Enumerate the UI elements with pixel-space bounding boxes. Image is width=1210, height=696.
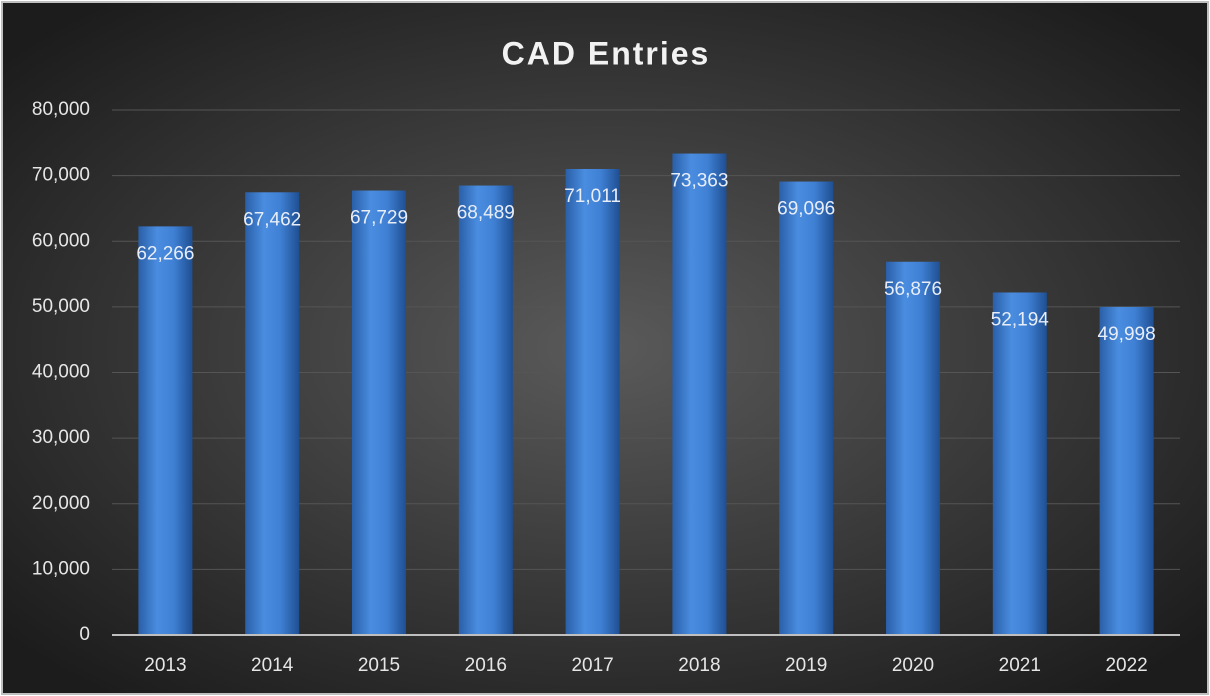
y-tick-label: 30,000	[32, 427, 90, 448]
x-tick-label: 2019	[785, 655, 827, 676]
x-tick-label: 2014	[251, 655, 294, 676]
x-tick-label: 2020	[892, 655, 934, 676]
x-tick-label: 2016	[465, 655, 507, 676]
data-label: 49,998	[1098, 324, 1156, 345]
y-tick-label: 0	[79, 624, 90, 645]
x-tick-label: 2021	[999, 655, 1041, 676]
data-label: 56,876	[884, 279, 942, 300]
bar	[672, 153, 727, 636]
data-label: 71,011	[564, 186, 621, 207]
bar	[886, 261, 940, 635]
data-label: 68,489	[457, 203, 515, 224]
data-label: 73,363	[670, 171, 728, 192]
bar	[565, 168, 620, 636]
x-tick-label: 2017	[571, 655, 613, 676]
chart-title: CAD Entries	[502, 35, 711, 71]
y-tick-label: 40,000	[32, 362, 90, 383]
bar	[352, 190, 406, 635]
bar	[458, 185, 513, 635]
bar	[245, 192, 300, 635]
y-tick-label: 20,000	[32, 493, 90, 514]
bar	[779, 181, 834, 635]
x-tick-label: 2018	[678, 655, 720, 676]
x-tick-label: 2015	[358, 655, 400, 676]
data-label: 69,096	[777, 199, 835, 220]
y-tick-label: 10,000	[32, 558, 90, 579]
bar	[1099, 306, 1154, 635]
data-label: 52,194	[991, 309, 1050, 330]
bar	[138, 226, 193, 635]
bar	[992, 292, 1047, 635]
data-label: 67,729	[350, 208, 408, 229]
data-label: 62,266	[136, 243, 194, 264]
y-tick-label: 50,000	[32, 296, 90, 317]
y-tick-label: 60,000	[32, 230, 90, 251]
x-tick-label: 2022	[1105, 655, 1147, 676]
data-label: 67,462	[243, 209, 301, 230]
y-tick-label: 70,000	[32, 165, 90, 186]
y-tick-label: 80,000	[32, 99, 90, 120]
x-tick-label: 2013	[144, 655, 186, 676]
